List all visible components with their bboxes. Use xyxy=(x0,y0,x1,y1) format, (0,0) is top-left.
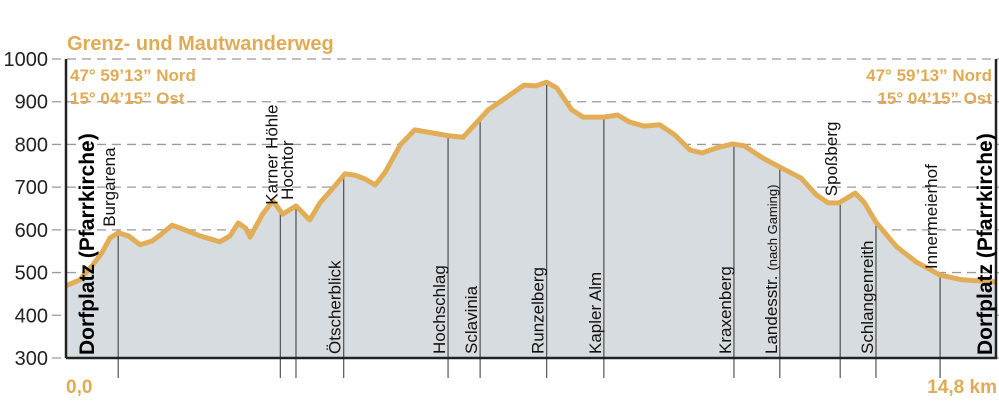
waypoint-label: Karner Höhle xyxy=(262,105,281,205)
chart-title: Grenz- und Mautwanderweg xyxy=(67,33,334,55)
elevation-line xyxy=(65,79,997,289)
waypoint-label: Landesstr. (nach Gaming) xyxy=(762,185,781,354)
y-tick-label: 600 xyxy=(15,220,48,242)
waypoint-name: Ötscherblick xyxy=(326,260,345,354)
y-tick-label: 800 xyxy=(15,134,48,156)
waypoint-label: Hochtor xyxy=(278,140,297,200)
y-tick-label: 900 xyxy=(15,92,48,114)
waypoint-name: Schlangenreith xyxy=(858,241,877,354)
y-tick-label: 300 xyxy=(15,348,48,370)
waypoint-name: Runzelberg xyxy=(529,267,548,354)
waypoint-label: Runzelberg xyxy=(529,267,548,354)
waypoint-label: Kraxenberg xyxy=(716,266,735,354)
y-tick-labels: 300 400 500 600 700 800 900 1000 xyxy=(4,49,49,370)
waypoint-label: Burgarena xyxy=(100,147,119,227)
waypoint-label: Kapler Alm xyxy=(586,272,605,354)
waypoint-label: Innermeierhof xyxy=(922,164,941,269)
waypoint-name: Hochtor xyxy=(278,140,297,200)
waypoint-name: Karner Höhle xyxy=(262,105,281,205)
start-label: Dorfplatz (Pfarrkirche) xyxy=(76,133,99,355)
y-tick-label: 500 xyxy=(15,263,48,285)
waypoint-name: Burgarena xyxy=(100,147,119,227)
waypoint-name: Innermeierhof xyxy=(922,164,941,269)
waypoint-label: Schlangenreith xyxy=(858,241,877,354)
waypoint-note: (nach Gaming) xyxy=(765,185,780,271)
elevation-area xyxy=(66,82,996,358)
x-end-label: 14,8 km xyxy=(927,377,997,398)
waypoint-name: Sclavinia xyxy=(462,285,481,354)
end-label: Dorfplatz (Pfarrkirche) xyxy=(974,133,997,355)
coords-start-lat: 47° 59’13” Nord xyxy=(70,66,196,85)
y-tick-label: 1000 xyxy=(4,49,49,71)
waypoint-label: Ötscherblick xyxy=(326,260,345,354)
coords-end-lat: 47° 59’13” Nord xyxy=(866,66,992,85)
waypoint-label: Spoßberg xyxy=(822,122,841,197)
waypoint-name: Landesstr. xyxy=(762,276,781,354)
waypoint-name: Kapler Alm xyxy=(586,272,605,354)
waypoint-name: Hochschlag xyxy=(430,265,449,354)
y-tick-label: 700 xyxy=(15,177,48,199)
coords-start-lon: 15° 04’15” Ost xyxy=(70,89,185,108)
waypoint-name: Kraxenberg xyxy=(716,266,735,354)
waypoint-lines xyxy=(117,82,941,378)
y-tick-label: 400 xyxy=(15,305,48,327)
x-start-label: 0,0 xyxy=(66,377,92,398)
waypoint-name: Spoßberg xyxy=(822,122,841,197)
waypoint-label: Hochschlag xyxy=(430,265,449,354)
waypoint-label: Sclavinia xyxy=(462,285,481,354)
coords-end-lon: 15° 04’15” Ost xyxy=(877,89,992,108)
